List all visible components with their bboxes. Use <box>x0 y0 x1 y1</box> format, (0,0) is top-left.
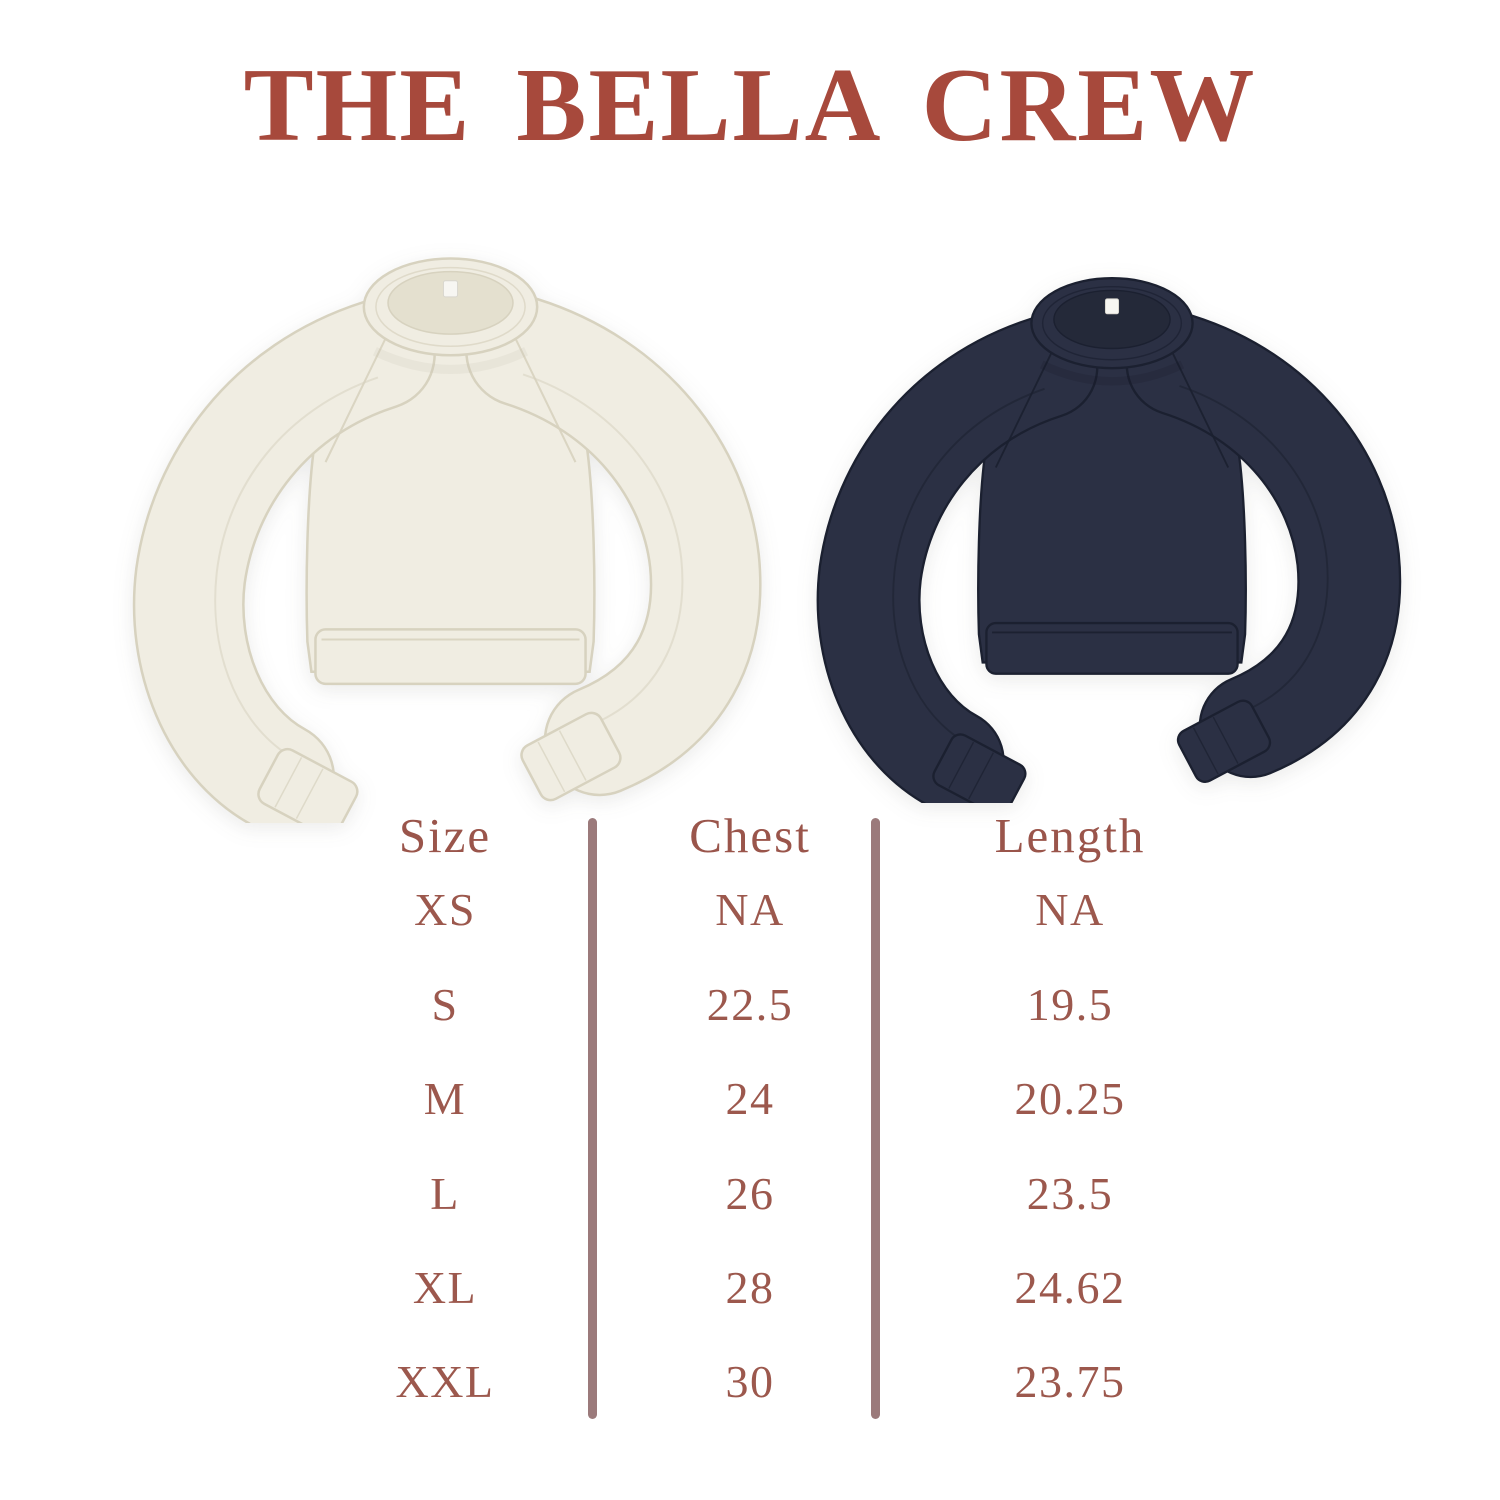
column-divider-2 <box>871 818 880 1419</box>
cell-length: 20.25 <box>1014 1073 1126 1124</box>
cell-size: XS <box>414 884 476 935</box>
navy-sweatshirt-illustration <box>816 277 1402 803</box>
cream-sweatshirt-image <box>128 198 773 823</box>
cell-length: NA <box>1035 884 1105 935</box>
cream-sweatshirt-illustration <box>132 257 762 823</box>
cell-length: 23.75 <box>1014 1356 1126 1407</box>
header-length: Length <box>994 808 1146 863</box>
cell-chest: 30 <box>725 1356 775 1407</box>
header-chest: Chest <box>689 808 811 863</box>
cell-length: 24.62 <box>1014 1262 1126 1313</box>
cell-chest: 26 <box>725 1168 775 1219</box>
cell-size: XXL <box>395 1356 495 1407</box>
cell-length: 19.5 <box>1026 979 1114 1030</box>
column-divider-1 <box>588 818 597 1419</box>
page-title: THE BELLA CREW <box>243 46 1257 163</box>
cell-chest: NA <box>715 884 785 935</box>
cell-chest: 24 <box>725 1073 775 1124</box>
cell-size: L <box>430 1168 460 1219</box>
cell-size: M <box>423 1073 467 1124</box>
cell-chest: 22.5 <box>706 979 794 1030</box>
cell-chest: 28 <box>725 1262 775 1313</box>
cell-size: XL <box>412 1262 478 1313</box>
cell-size: S <box>431 979 459 1030</box>
cell-length: 23.5 <box>1026 1168 1114 1219</box>
header-size: Size <box>398 808 492 863</box>
navy-sweatshirt-image <box>812 222 1412 803</box>
